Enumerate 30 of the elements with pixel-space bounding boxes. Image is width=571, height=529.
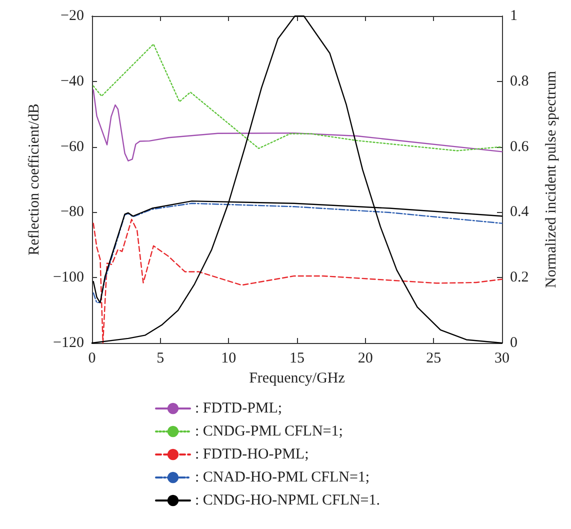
legend-label: : CNDG-PML CFLN=1; <box>195 424 343 440</box>
y-tick-label: −100 <box>53 270 84 286</box>
y-tick-label: −40 <box>60 73 84 90</box>
x-tick-label: 5 <box>156 350 164 366</box>
legend-label: : CNAD-HO-PML CFLN=1; <box>195 470 370 486</box>
legend-label: : CNDG-HO-NPML CFLN=1. <box>195 492 380 508</box>
y2-tick-label: 0.2 <box>510 270 529 286</box>
x-tick-label: 25 <box>426 350 442 366</box>
x-tick-label: 15 <box>290 350 304 366</box>
y2-tick-label: 0.8 <box>510 73 529 90</box>
line-series <box>92 89 503 162</box>
legend-label: : FDTD-PML; <box>195 400 282 416</box>
x-tick-label: 30 <box>494 350 510 366</box>
line-series <box>92 44 503 152</box>
y2-axis-title: Normalized incident pulse spectrum <box>544 70 560 288</box>
y-tick-label: −60 <box>60 138 84 155</box>
y-tick-label: −120 <box>53 335 84 351</box>
y2-tick-label: 1 <box>510 8 518 24</box>
y2-tick-label: 0.4 <box>510 204 530 220</box>
line-series <box>91 15 503 344</box>
x-axis-title: Frequency/GHz <box>249 370 346 386</box>
x-tick-label: 20 <box>358 350 373 366</box>
x-tick-label: 10 <box>221 350 236 366</box>
y2-tick-label: 0.6 <box>510 138 530 155</box>
y2-tick-label: 0 <box>510 335 518 351</box>
x-tick-label: 0 <box>88 350 96 366</box>
y-axis-title: Reflection coefficient/dB <box>26 104 42 256</box>
y-tick-label: −20 <box>60 8 84 24</box>
legend-label: : FDTD-HO-PML; <box>195 446 309 462</box>
y-tick-label: −80 <box>60 204 84 220</box>
